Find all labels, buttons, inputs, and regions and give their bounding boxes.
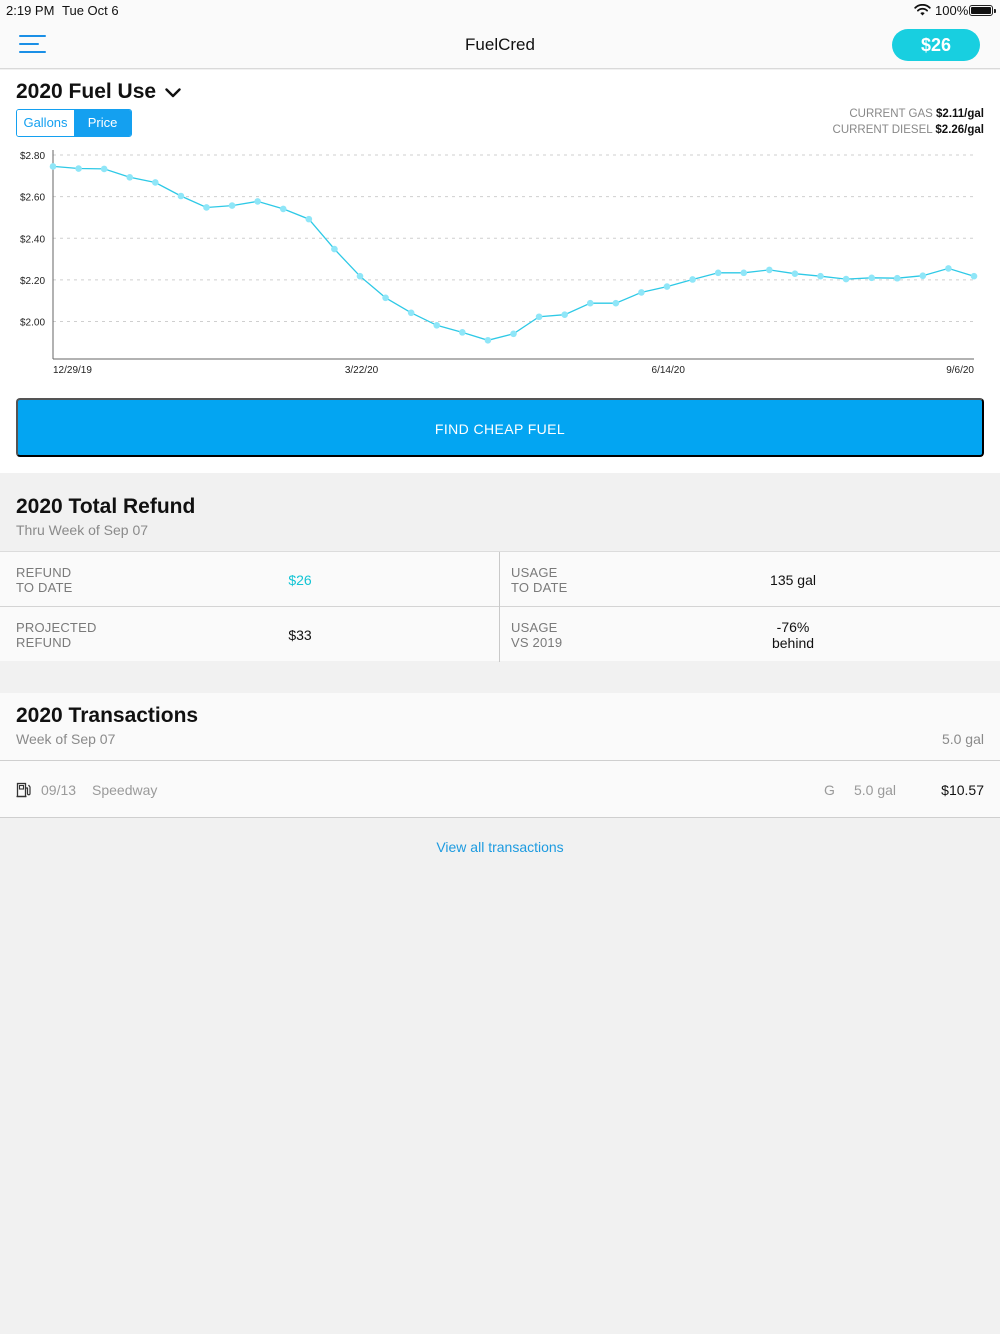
data-point	[638, 289, 645, 296]
data-point	[945, 265, 952, 272]
y-tick-label: $2.80	[20, 151, 45, 162]
balance-button[interactable]: $26	[892, 29, 980, 61]
data-point	[919, 272, 927, 280]
data-point	[356, 272, 364, 280]
data-point	[817, 272, 824, 280]
x-tick-label: 3/22/20	[345, 365, 379, 376]
data-point	[459, 329, 466, 336]
transaction-date: 09/13	[41, 782, 77, 798]
usage-to-date-label: USAGE TO DATE	[511, 565, 568, 595]
data-point	[561, 311, 568, 318]
current-diesel-value: $2.26/gal	[935, 124, 984, 136]
data-point	[100, 165, 108, 173]
data-point	[152, 179, 159, 186]
data-point	[279, 205, 287, 213]
fuel-use-title: 2020 Fuel Use	[16, 80, 157, 103]
current-diesel-label: CURRENT DIESEL	[832, 124, 933, 136]
fuel-price-chart: $2.80 $2.60 $2.40 $2.20 $2.00 12/29/19 3/22/20…	[20, 150, 978, 376]
refund-subtitle: Thru Week of Sep 07	[16, 522, 149, 538]
data-point	[689, 276, 696, 283]
view-all-transactions-link[interactable]: View all transactions	[436, 839, 564, 855]
refund-stats-grid: REFUND TO DATE $26 USAGE TO DATE 135 gal…	[0, 551, 1000, 662]
data-point	[663, 283, 671, 290]
app-title: FuelCred	[465, 35, 535, 54]
refund-to-date-value: $26	[288, 572, 312, 588]
data-point	[868, 274, 875, 282]
x-tick-label: 6/14/20	[652, 365, 686, 376]
data-point	[893, 274, 901, 282]
x-tick-label: 12/29/19	[53, 365, 92, 376]
data-point	[766, 266, 773, 274]
fuel-pump-icon	[16, 782, 31, 798]
y-tick-label: $2.20	[20, 276, 45, 287]
data-point	[382, 294, 389, 302]
status-date: Tue Oct 6	[62, 3, 119, 18]
transaction-gallons: 5.0 gal	[854, 782, 897, 798]
y-tick-label: $2.40	[20, 234, 45, 245]
transaction-amount: $10.57	[941, 782, 984, 798]
transactions-week: Week of Sep 07	[16, 731, 116, 747]
unit-toggle: Gallons Price	[16, 109, 132, 137]
data-point	[228, 202, 236, 209]
projected-refund-label: PROJECTED REFUND	[16, 620, 97, 650]
data-point	[254, 198, 261, 205]
refund-title: 2020 Total Refund	[16, 495, 196, 518]
menu-icon[interactable]	[19, 33, 46, 55]
transactions-title: 2020 Transactions	[16, 704, 199, 727]
toggle-gallons[interactable]: Gallons	[17, 110, 74, 136]
y-tick-label: $2.00	[20, 318, 45, 329]
x-tick-label: 9/6/20	[946, 365, 974, 376]
projected-refund-value: $33	[288, 627, 312, 643]
chevron-down-icon	[165, 88, 181, 98]
transaction-station: Speedway	[92, 782, 158, 798]
transaction-grade: G	[824, 782, 835, 798]
stats-row: REFUND TO DATE $26 USAGE TO DATE 135 gal	[0, 552, 1000, 607]
transaction-row[interactable]: 09/13 Speedway G 5.0 gal $10.57	[0, 760, 1000, 818]
data-point	[970, 272, 978, 280]
usage-vs-2019-label: USAGE VS 2019	[511, 620, 563, 650]
data-point	[740, 269, 748, 277]
transactions-week-total: 5.0 gal	[941, 731, 984, 747]
y-tick-label: $2.60	[20, 193, 45, 204]
data-point	[203, 204, 210, 211]
status-bar: 2:19 PM Tue Oct 6 100%	[0, 0, 1000, 22]
wifi-icon	[914, 4, 931, 16]
data-point	[586, 299, 594, 307]
data-point	[331, 245, 338, 253]
refund-to-date-label: REFUND TO DATE	[16, 565, 73, 595]
fuel-use-year-selector[interactable]: 2020 Fuel Use	[16, 80, 181, 104]
find-cheap-fuel-button[interactable]: FIND CHEAP FUEL	[16, 398, 984, 457]
refund-header: 2020 Total Refund Thru Week of Sep 07	[0, 473, 1000, 551]
data-point	[612, 299, 620, 307]
status-time: 2:19 PM	[6, 3, 55, 18]
data-point	[535, 313, 543, 321]
data-point	[126, 173, 134, 181]
data-point	[842, 275, 850, 283]
data-point	[407, 309, 415, 317]
current-fuel-prices: CURRENT GAS $2.11/gal CURRENT DIESEL $2.…	[833, 106, 984, 138]
data-point	[305, 215, 313, 223]
nav-bar: FuelCred $26	[0, 22, 1000, 69]
data-point	[714, 269, 722, 277]
battery-percent: 100%	[935, 3, 969, 18]
data-point	[791, 270, 799, 277]
series-line	[52, 165, 975, 341]
current-gas-label: CURRENT GAS	[849, 108, 933, 120]
data-point	[177, 192, 185, 200]
data-point	[484, 336, 492, 344]
usage-vs-2019-value: -76% behind	[771, 619, 815, 651]
data-point	[75, 165, 82, 172]
data-point	[510, 330, 517, 338]
data-point	[433, 321, 441, 329]
stats-row: PROJECTED REFUND $33 USAGE VS 2019 -76% …	[0, 607, 1000, 662]
stats-divider	[499, 552, 500, 662]
usage-to-date-value: 135 gal	[770, 572, 816, 588]
fuel-use-card: 2020 Fuel Use Gallons Price CURRENT GAS …	[0, 70, 1000, 473]
current-gas-value: $2.11/gal	[936, 108, 984, 120]
toggle-price[interactable]: Price	[74, 110, 131, 136]
data-point	[49, 163, 57, 170]
battery-icon	[969, 5, 996, 16]
transactions-header: 2020 Transactions Week of Sep 07 5.0 gal	[0, 693, 1000, 760]
